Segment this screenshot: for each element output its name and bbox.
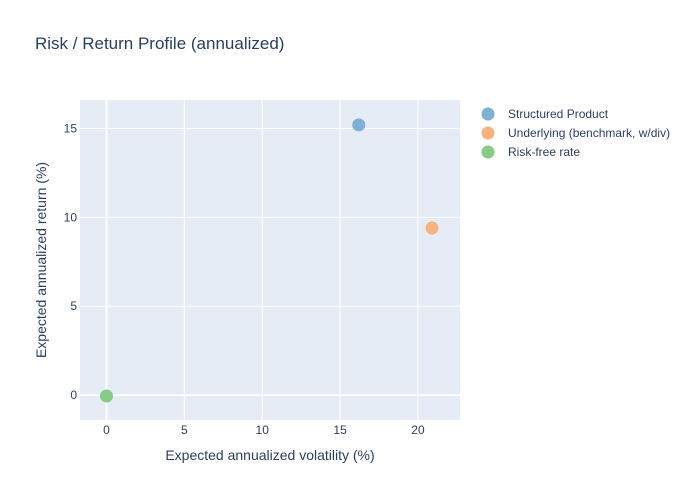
y-axis-ticks: 0 5 10 15 (64, 121, 78, 402)
grid-lines (80, 100, 460, 420)
legend-marker (481, 126, 495, 140)
x-tick-label: 15 (333, 423, 347, 437)
data-point[interactable] (352, 118, 366, 132)
legend: Structured Product Underlying (benchmark,… (481, 107, 670, 159)
data-point[interactable] (99, 389, 113, 403)
chart-title: Risk / Return Profile (annualized) (35, 34, 284, 53)
y-axis-title: Expected annualized return (%) (33, 162, 49, 358)
y-tick-label: 5 (70, 299, 77, 313)
legend-label: Underlying (benchmark, w/div) (508, 126, 670, 140)
legend-marker (481, 107, 495, 121)
data-points (99, 118, 439, 403)
x-tick-label: 20 (411, 423, 425, 437)
y-tick-label: 0 (70, 388, 77, 402)
legend-label: Risk-free rate (508, 145, 580, 159)
x-tick-label: 0 (103, 423, 110, 437)
x-axis-ticks: 0 5 10 15 20 (103, 423, 425, 437)
y-tick-label: 10 (64, 210, 78, 224)
data-point[interactable] (425, 221, 439, 235)
x-tick-label: 5 (181, 423, 188, 437)
legend-marker (481, 145, 495, 159)
x-axis-title: Expected annualized volatility (%) (165, 447, 374, 463)
y-tick-label: 15 (64, 121, 78, 135)
plot-background (80, 100, 460, 420)
legend-label: Structured Product (508, 107, 609, 121)
x-tick-label: 10 (256, 423, 270, 437)
